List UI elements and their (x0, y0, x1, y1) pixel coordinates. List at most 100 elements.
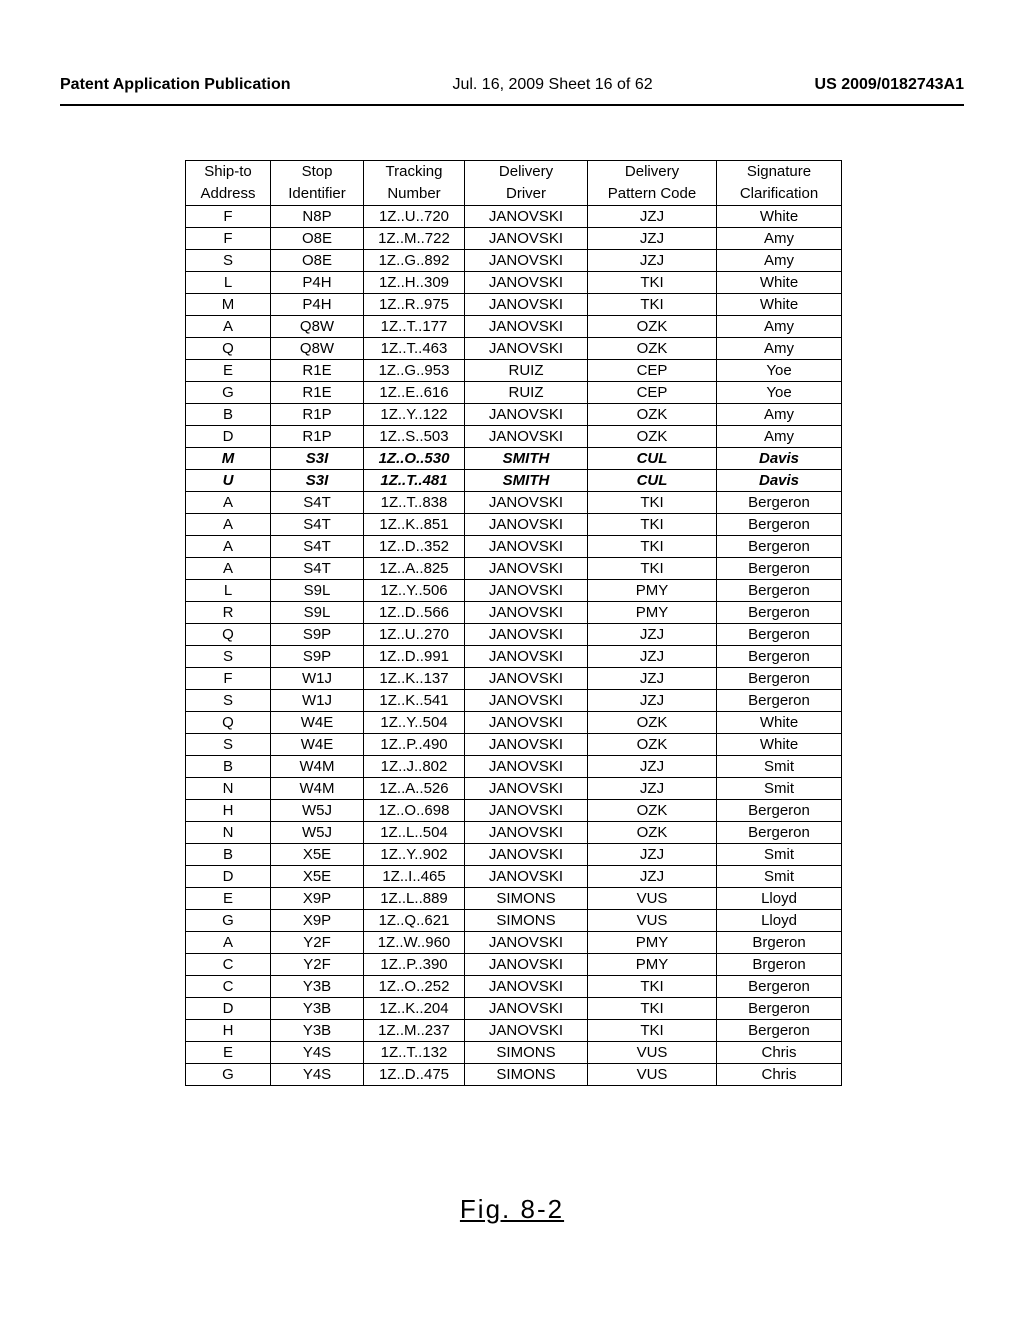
table-cell: Amy (717, 404, 842, 426)
table-row: US3I1Z..T..481SMITHCULDavis (186, 470, 842, 492)
header-row-2: Address Identifier Number Driver Pattern… (186, 183, 842, 206)
table-cell: 1Z..D..475 (364, 1064, 465, 1086)
table-cell: N (186, 822, 271, 844)
table-cell: Y4S (271, 1042, 364, 1064)
table-row: QW4E1Z..Y..504JANOVSKIOZKWhite (186, 712, 842, 734)
table-row: AQ8W1Z..T..177JANOVSKIOZKAmy (186, 316, 842, 338)
table-cell: D (186, 998, 271, 1020)
table-cell: JANOVSKI (465, 492, 588, 514)
table-cell: JANOVSKI (465, 756, 588, 778)
table-cell: 1Z..R..975 (364, 294, 465, 316)
table-cell: OZK (588, 426, 717, 448)
col-driver-l1: Delivery (465, 161, 588, 184)
table-cell: F (186, 228, 271, 250)
table-cell: W4M (271, 778, 364, 800)
table-cell: JANOVSKI (465, 514, 588, 536)
table-cell: SIMONS (465, 1064, 588, 1086)
table-cell: JANOVSKI (465, 536, 588, 558)
table-cell: A (186, 492, 271, 514)
table-cell: JANOVSKI (465, 822, 588, 844)
col-sig-l2: Clarification (717, 183, 842, 206)
table-cell: JANOVSKI (465, 712, 588, 734)
table-cell: Smit (717, 844, 842, 866)
table-row: ER1E1Z..G..953RUIZCEPYoe (186, 360, 842, 382)
table-cell: S4T (271, 558, 364, 580)
table-cell: 1Z..T..838 (364, 492, 465, 514)
table-cell: O8E (271, 250, 364, 272)
table-cell: F (186, 668, 271, 690)
table-cell: S3I (271, 470, 364, 492)
table-row: HY3B1Z..M..237JANOVSKITKIBergeron (186, 1020, 842, 1042)
delivery-table-wrap: Ship-to Stop Tracking Delivery Delivery … (185, 160, 842, 1086)
table-row: EX9P1Z..L..889SIMONSVUSLloyd (186, 888, 842, 910)
col-pattern-l2: Pattern Code (588, 183, 717, 206)
table-cell: Bergeron (717, 646, 842, 668)
table-cell: W5J (271, 822, 364, 844)
table-row: RS9L1Z..D..566JANOVSKIPMYBergeron (186, 602, 842, 624)
table-row: CY2F1Z..P..390JANOVSKIPMYBrgeron (186, 954, 842, 976)
table-cell: SMITH (465, 470, 588, 492)
col-pattern-l1: Delivery (588, 161, 717, 184)
table-cell: Q (186, 712, 271, 734)
table-cell: Brgeron (717, 932, 842, 954)
table-row: GY4S1Z..D..475SIMONSVUSChris (186, 1064, 842, 1086)
table-cell: L (186, 580, 271, 602)
table-cell: JANOVSKI (465, 404, 588, 426)
table-cell: W1J (271, 690, 364, 712)
header-rule (60, 104, 964, 106)
table-cell: Bergeron (717, 690, 842, 712)
table-cell: JANOVSKI (465, 998, 588, 1020)
table-cell: JANOVSKI (465, 250, 588, 272)
table-cell: White (717, 712, 842, 734)
table-cell: Amy (717, 426, 842, 448)
table-cell: O8E (271, 228, 364, 250)
table-cell: Yoe (717, 382, 842, 404)
table-cell: SIMONS (465, 888, 588, 910)
figure-label-text: Fig. 8-2 (460, 1194, 564, 1224)
table-row: CY3B1Z..O..252JANOVSKITKIBergeron (186, 976, 842, 998)
table-cell: SIMONS (465, 910, 588, 932)
table-cell: Bergeron (717, 536, 842, 558)
table-cell: JANOVSKI (465, 294, 588, 316)
table-cell: S4T (271, 536, 364, 558)
table-cell: JANOVSKI (465, 954, 588, 976)
table-cell: Q8W (271, 338, 364, 360)
table-cell: Y2F (271, 954, 364, 976)
table-cell: 1Z..L..889 (364, 888, 465, 910)
table-cell: Lloyd (717, 910, 842, 932)
table-cell: JANOVSKI (465, 624, 588, 646)
table-cell: CEP (588, 360, 717, 382)
table-cell: M (186, 448, 271, 470)
table-cell: JZJ (588, 690, 717, 712)
table-cell: RUIZ (465, 382, 588, 404)
table-cell: JANOVSKI (465, 800, 588, 822)
table-cell: JANOVSKI (465, 580, 588, 602)
table-cell: D (186, 866, 271, 888)
table-cell: M (186, 294, 271, 316)
table-row: NW4M1Z..A..526JANOVSKIJZJSmit (186, 778, 842, 800)
table-row: AY2F1Z..W..960JANOVSKIPMYBrgeron (186, 932, 842, 954)
table-cell: JZJ (588, 646, 717, 668)
table-cell: Amy (717, 316, 842, 338)
table-row: GR1E1Z..E..616RUIZCEPYoe (186, 382, 842, 404)
table-cell: Davis (717, 448, 842, 470)
table-cell: 1Z..Y..902 (364, 844, 465, 866)
table-row: FO8E1Z..M..722JANOVSKIJZJAmy (186, 228, 842, 250)
table-cell: 1Z..G..953 (364, 360, 465, 382)
table-cell: W4E (271, 712, 364, 734)
col-sig-l1: Signature (717, 161, 842, 184)
table-cell: X9P (271, 888, 364, 910)
table-cell: E (186, 888, 271, 910)
table-cell: CUL (588, 470, 717, 492)
table-cell: TKI (588, 272, 717, 294)
table-row: DX5E1Z..I..465JANOVSKIJZJSmit (186, 866, 842, 888)
table-row: QS9P1Z..U..270JANOVSKIJZJBergeron (186, 624, 842, 646)
table-cell: SMITH (465, 448, 588, 470)
table-cell: 1Z..O..252 (364, 976, 465, 998)
table-cell: N8P (271, 206, 364, 228)
header-right: US 2009/0182743A1 (815, 76, 964, 94)
table-row: MP4H1Z..R..975JANOVSKITKIWhite (186, 294, 842, 316)
table-cell: Y2F (271, 932, 364, 954)
table-cell: 1Z..T..132 (364, 1042, 465, 1064)
table-row: SW1J1Z..K..541JANOVSKIJZJBergeron (186, 690, 842, 712)
